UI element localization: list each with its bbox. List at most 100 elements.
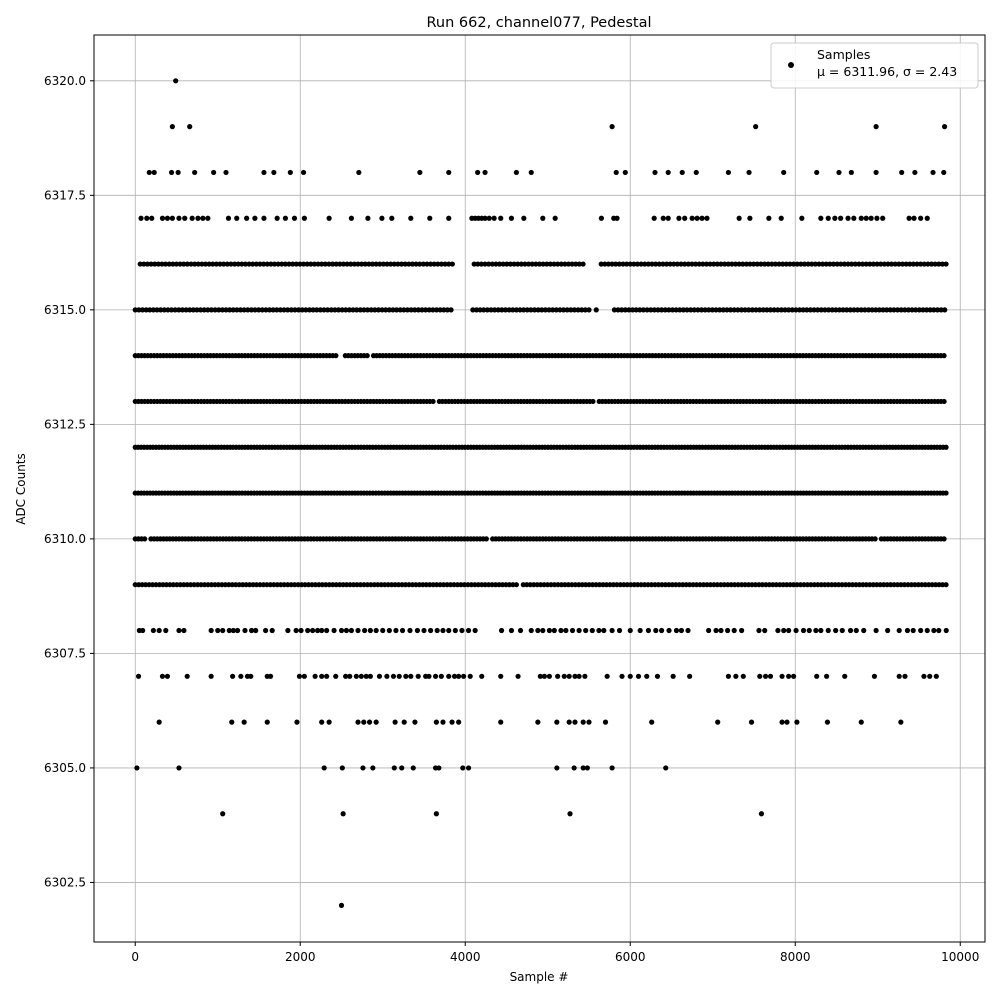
data-point-1862 [219,307,225,313]
data-point-2024 [844,307,850,313]
data-point-2236 [838,261,844,267]
data-point-2326 [832,215,838,221]
data-point-25 [465,765,472,771]
data-point-2100 [311,261,318,267]
data-point-2230 [816,261,822,267]
data-point-2064 [181,261,187,267]
data-point-2248 [881,261,887,267]
data-point-1901 [361,307,367,313]
data-point-200 [305,627,311,634]
data-point-2220 [780,261,786,267]
data-point-2338 [924,215,930,221]
data-point-1853 [187,307,193,313]
legend: Samples μ = 6311.96, σ = 2.43 [770,42,979,89]
data-point-2079 [235,261,241,267]
data-point-2051 [942,307,948,313]
data-point-1996 [742,307,748,313]
data-point-87 [652,169,658,176]
data-point-1926 [470,307,476,313]
data-point-42 [373,719,379,725]
data-point-2158 [540,261,546,267]
data-point-124 [367,673,373,679]
data-point-205 [331,627,337,634]
data-point-2124 [398,261,405,267]
data-point-1931 [488,307,494,313]
data-point-2062 [173,261,180,267]
data-point-2313 [676,215,682,221]
data-point-176 [921,673,927,679]
data-point-2205 [725,261,731,267]
data-point-1838 [132,307,138,313]
data-point-69 [168,169,175,176]
data-point-2116 [369,261,376,267]
data-point-2023 [840,307,846,313]
data-point-96 [848,169,854,176]
data-point-222 [440,627,446,634]
data-point-2099 [308,261,314,267]
data-point-219 [421,627,427,634]
data-point-2331 [863,215,869,221]
data-point-1841 [143,307,149,313]
data-point-1848 [168,307,175,313]
data-point-192 [242,627,248,634]
data-point-110 [248,673,254,679]
data-point-271 [825,627,831,634]
data-point-1972 [655,307,661,313]
data-point-261 [756,627,762,634]
data-point-2241 [856,261,862,267]
data-point-247 [637,627,643,634]
data-point-2093 [286,261,292,267]
data-point-2253 [899,261,906,267]
data-point-64 [824,719,831,725]
data-point-1940 [521,307,527,313]
data-point-2318 [704,215,710,221]
data-point-2071 [206,261,212,267]
data-point-2328 [845,215,851,221]
data-point-115 [312,673,318,679]
data-point-2019 [825,307,832,313]
data-point-104 [164,673,171,679]
data-point-99 [912,169,918,176]
data-point-221 [434,627,440,634]
data-point-2095 [293,261,299,267]
data-point-1941 [524,307,530,313]
data-point-204 [324,627,330,634]
data-point-1861 [216,307,222,313]
data-point-223 [446,627,452,634]
data-point-2053 [141,261,147,267]
data-point-112 [267,673,274,679]
data-point-50 [498,719,504,725]
data-point-1890 [321,307,327,313]
data-point-2237 [841,261,848,267]
data-point-36 [294,719,300,725]
data-point-2004 [771,307,777,313]
data-point-2251 [892,261,898,267]
data-point-187 [215,627,221,634]
data-point-2070 [202,261,209,267]
data-point-2257 [914,261,920,267]
data-point-1859 [208,307,215,313]
data-point-48 [449,719,455,725]
data-point-201 [310,627,316,634]
data-point-2016 [815,307,821,313]
data-point-268 [806,627,812,634]
x-tick-label-5: 10000 [941,950,979,964]
data-point-2202 [714,261,720,267]
data-point-2148 [504,261,510,267]
data-point-1986 [706,307,712,313]
data-point-2281 [252,215,258,221]
data-point-2310 [651,215,657,221]
data-point-2193 [682,261,688,267]
data-point-2056 [152,261,158,267]
data-point-1878 [277,307,284,313]
data-point-194 [253,627,259,634]
data-point-2284 [282,215,288,221]
data-point-2288 [348,215,354,221]
data-point-105 [184,673,190,679]
data-point-2048 [931,307,937,313]
data-point-137 [451,673,458,679]
data-point-2003 [767,307,774,313]
data-point-170 [814,673,820,679]
data-point-1987 [709,307,716,313]
data-point-2265 [943,261,949,267]
